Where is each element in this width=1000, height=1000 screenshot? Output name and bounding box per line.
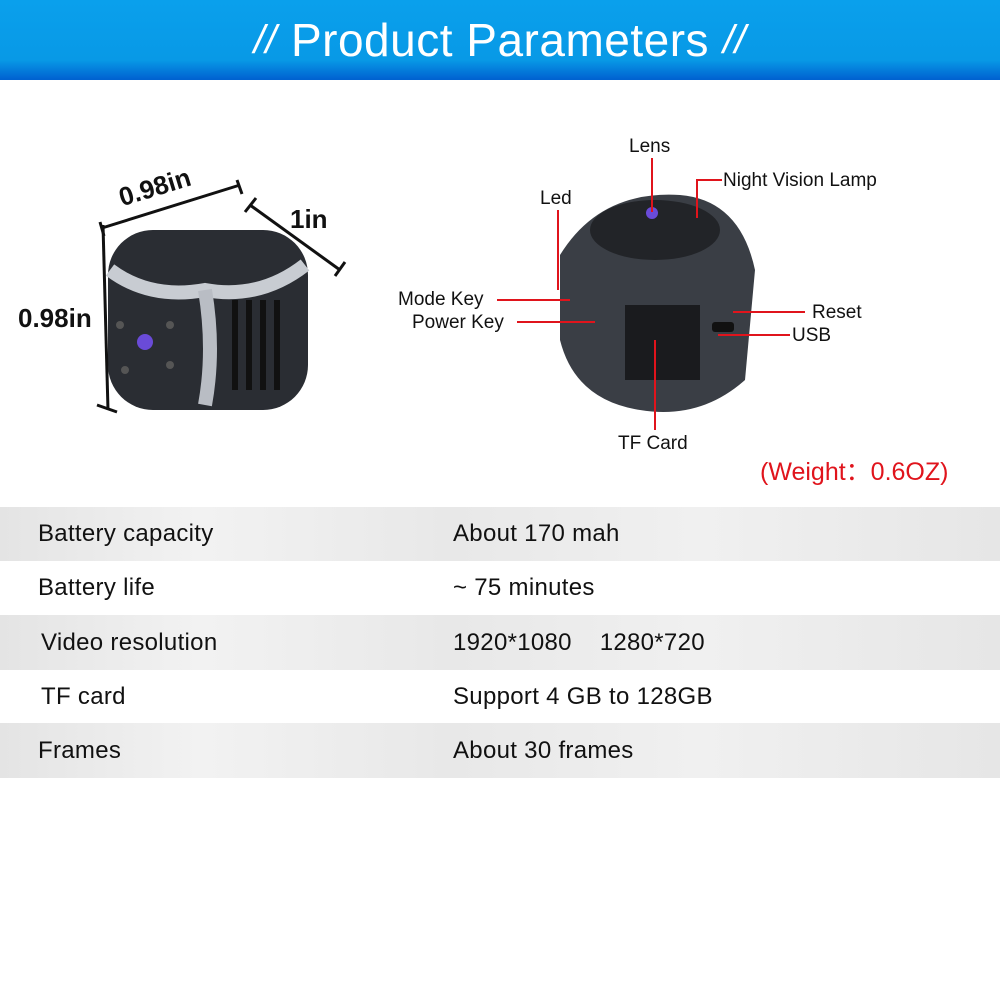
callout-led: Led [540, 188, 572, 209]
spec-value: ~ 75 minutes [453, 574, 595, 601]
spec-key: Battery life [38, 574, 155, 601]
spec-row: Video resolution 1920*1080 1280*720 [0, 615, 1000, 670]
spec-row: TF card Support 4 GB to 128GB [0, 670, 1000, 723]
spec-row: Frames About 30 frames [0, 723, 1000, 778]
callout-power-key: Power Key [412, 312, 504, 333]
depth-dimension: 1in [290, 204, 328, 234]
spec-key: TF card [41, 682, 126, 710]
spec-value: Support 4 GB to 128GB [453, 682, 713, 710]
spec-row: Battery life ~ 75 minutes [0, 561, 1000, 615]
dimension-lines [96, 179, 347, 414]
banner-deco-left: // [253, 17, 277, 62]
spec-key: Battery capacity [38, 520, 214, 547]
callout-night-vision: Night Vision Lamp [723, 170, 877, 191]
product-illustration [96, 158, 805, 430]
height-dimension: 0.98in [18, 303, 92, 333]
callout-mode-key: Mode Key [398, 289, 484, 310]
weight-label: (Weight：0.6OZ) [760, 458, 949, 486]
banner-deco-right: // [723, 17, 747, 62]
camera-front-image [105, 230, 310, 410]
callout-reset: Reset [812, 302, 862, 323]
spec-value: About 30 frames [453, 736, 634, 764]
page-title: Product Parameters [290, 14, 710, 66]
spec-value: About 170 mah [453, 520, 620, 547]
spec-key: Frames [38, 736, 122, 764]
callout-tf-card: TF Card [618, 433, 688, 454]
title-banner: // Product Parameters // [0, 0, 1000, 80]
spec-value: 1920*1080 1280*720 [453, 628, 705, 656]
callout-lines [497, 158, 805, 430]
camera-side-image [560, 194, 755, 412]
callout-usb: USB [792, 325, 832, 346]
spec-row: Battery capacity About 170 mah [0, 507, 1000, 561]
spec-key: Video resolution [41, 628, 218, 656]
callout-lens: Lens [629, 136, 671, 157]
